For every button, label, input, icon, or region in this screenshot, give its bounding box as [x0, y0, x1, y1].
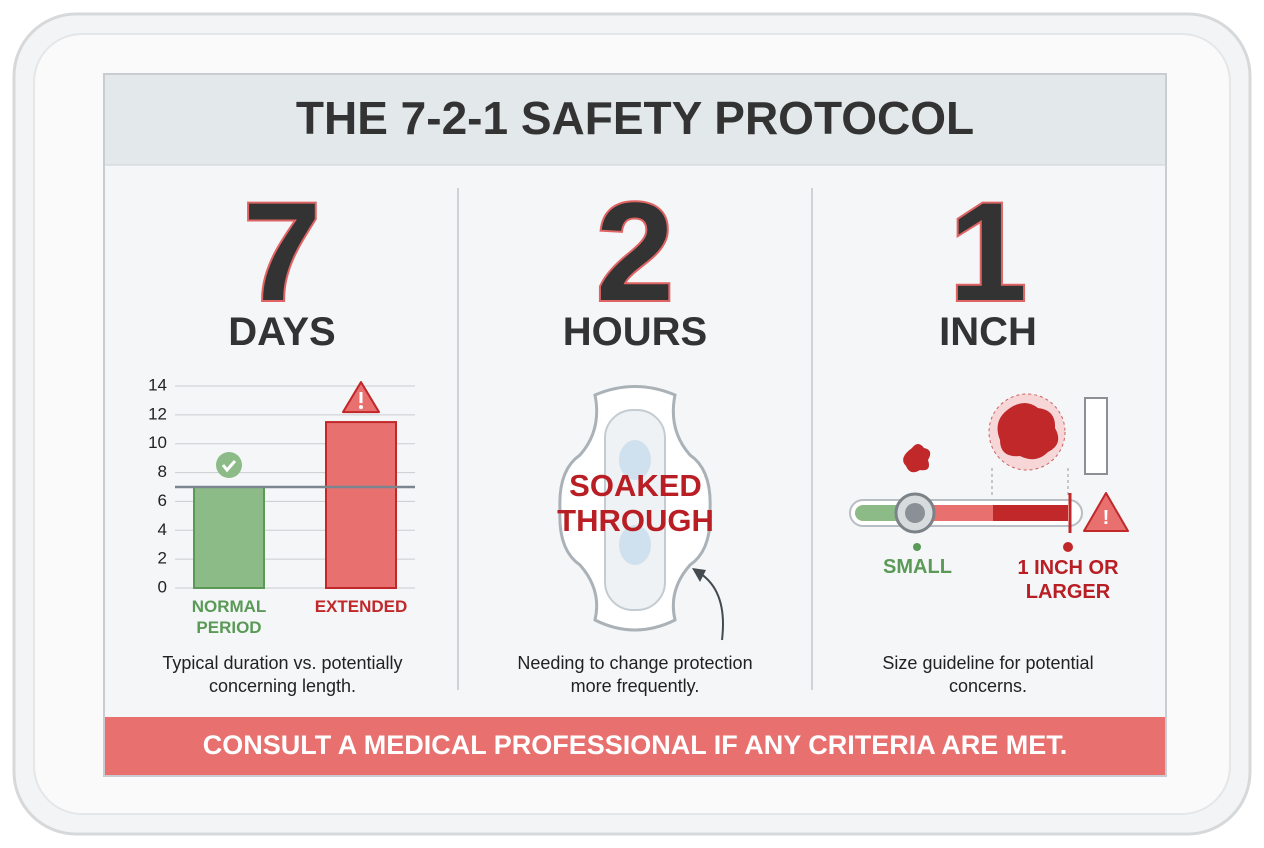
big-number: 2 — [596, 173, 674, 330]
header-band — [105, 75, 1165, 165]
y-tick-label: 12 — [148, 404, 167, 423]
check-icon — [221, 460, 237, 473]
big-number: 1 — [949, 173, 1027, 330]
footer-band — [105, 717, 1165, 775]
x-tick-label: NORMAL PERIOD — [191, 597, 267, 637]
y-tick-label: 2 — [158, 549, 167, 568]
caption: Needing to change protection more freque… — [517, 653, 753, 696]
unit: HOURS — [563, 310, 707, 354]
size-illustration: ! — [849, 393, 1129, 552]
pad-label: SOAKED THROUGH — [557, 468, 714, 538]
title: THE 7-2-1 SAFETY PROTOCOL — [296, 92, 974, 144]
footer: CONSULT A MEDICAL PROFESSIONAL IF ANY CR… — [203, 730, 1068, 760]
caption: Size guideline for potential concerns. — [882, 653, 1094, 696]
y-tick-label: 14 — [148, 375, 167, 394]
unit: INCH — [939, 310, 1037, 354]
y-tick-label: 6 — [158, 491, 167, 510]
big-number: 7 — [243, 173, 321, 330]
y-tick-label: 8 — [158, 462, 167, 481]
y-tick-label: 0 — [158, 577, 167, 596]
y-tick-label: 4 — [158, 520, 167, 539]
bar — [193, 486, 265, 589]
bar — [325, 421, 397, 590]
size-label: 1 INCH OR LARGER — [1017, 557, 1119, 603]
headline-group: 7 2 1 DAYS HOURS INCH — [228, 171, 1037, 354]
x-tick-label: EXTENDED — [314, 597, 408, 616]
y-tick-label: 10 — [148, 433, 167, 452]
size-label: SMALL — [883, 556, 952, 578]
warning-icon — [359, 392, 363, 404]
caption: Typical duration vs. potentially concern… — [162, 653, 403, 696]
unit: DAYS — [228, 310, 335, 354]
warning-icon — [359, 405, 363, 410]
pad-illustration — [558, 385, 724, 641]
check-icon — [216, 452, 242, 478]
svg-text:!: ! — [1103, 507, 1110, 529]
